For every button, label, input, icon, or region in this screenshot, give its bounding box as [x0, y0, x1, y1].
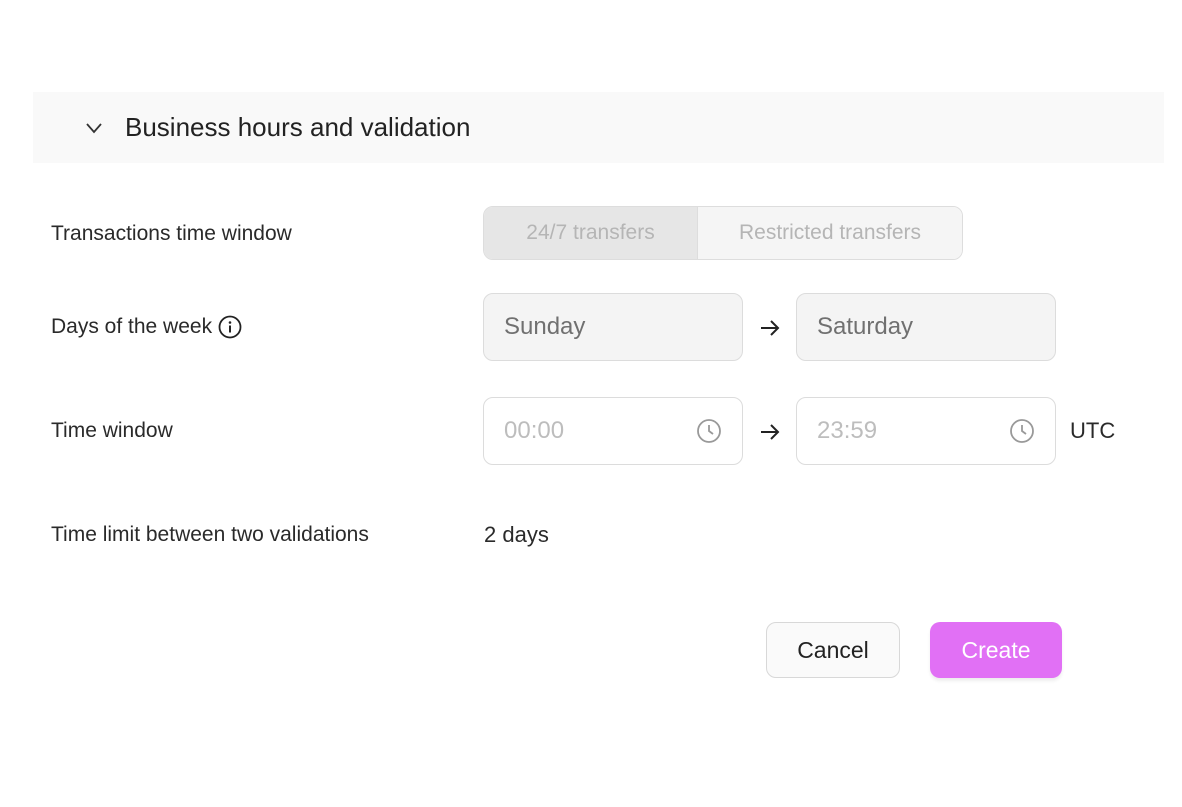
time-to-input[interactable]: 23:59 [796, 397, 1056, 465]
option-24-7[interactable]: 24/7 transfers [484, 207, 698, 259]
transfer-mode-toggle[interactable]: 24/7 transfers Restricted transfers [483, 206, 963, 260]
section-title: Business hours and validation [125, 112, 471, 142]
chevron-down-icon[interactable] [85, 119, 103, 137]
info-icon[interactable] [218, 315, 242, 339]
option-restricted[interactable]: Restricted transfers [698, 207, 962, 259]
time-to-placeholder: 23:59 [817, 417, 878, 444]
time-from-input[interactable]: 00:00 [483, 397, 743, 465]
section-header[interactable]: Business hours and validation [33, 92, 1164, 163]
arrow-right-icon [761, 320, 780, 336]
day-from-select[interactable]: Sunday [483, 293, 743, 361]
days-label: Days of the week [51, 315, 213, 338]
day-to-value: Saturday [817, 313, 914, 340]
create-button[interactable]: Create [930, 622, 1062, 678]
transactions-label: Transactions time window [51, 222, 292, 245]
day-from-value: Sunday [504, 313, 586, 340]
time-from-placeholder: 00:00 [504, 417, 565, 444]
clock-icon[interactable] [696, 418, 722, 444]
days-label-row: Days of the week [51, 315, 242, 339]
cancel-button[interactable]: Cancel [766, 622, 900, 678]
validation-label: Time limit between two validations [51, 523, 369, 546]
arrow-right-icon [761, 424, 780, 440]
validation-value: 2 days [484, 522, 549, 547]
day-to-select[interactable]: Saturday [796, 293, 1056, 361]
time-window-label: Time window [51, 419, 173, 442]
clock-icon[interactable] [1009, 418, 1035, 444]
timezone-label: UTC [1070, 418, 1116, 443]
